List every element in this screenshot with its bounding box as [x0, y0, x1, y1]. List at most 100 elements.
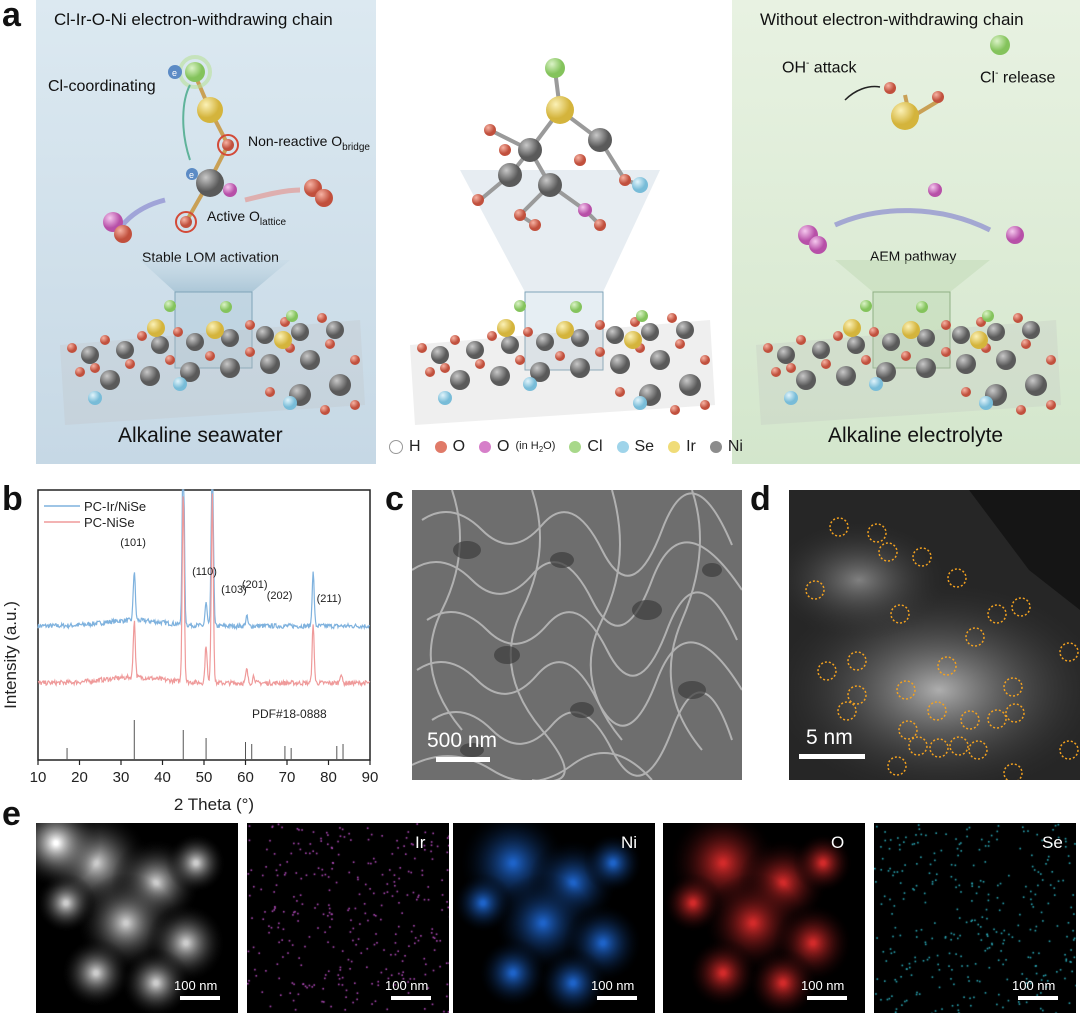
ir-single-atom-marker: [847, 651, 867, 671]
xrd-x-tick-label: 10: [30, 769, 47, 786]
ir-single-atom-marker: [929, 738, 949, 758]
haadf-image: [36, 823, 238, 1013]
element-legend: H O O (in H2O) Cl Se Ir Ni: [381, 438, 743, 456]
ir-single-atom-marker: [1059, 642, 1079, 662]
ir-single-atom-marker: [805, 580, 825, 600]
eds-scale-label: 100 nm: [801, 978, 845, 993]
ir-single-atom-marker: [896, 680, 916, 700]
sem-scale-bar: [436, 757, 490, 762]
eds-scale-bar: [180, 996, 220, 1000]
sem-image: [412, 490, 742, 780]
cyan-sphere-icon: [616, 441, 629, 453]
aem-pathway-label: AEM pathway: [870, 248, 957, 264]
left-chain: e e: [103, 55, 333, 243]
panel-a-left-background: [36, 0, 376, 464]
hrtem-scale-bar: [799, 754, 865, 759]
ir-single-atom-marker: [987, 709, 1007, 729]
legend-label: Ni: [727, 438, 743, 455]
ir-single-atom-marker: [1011, 597, 1031, 617]
ir-single-atom-marker: [1005, 703, 1025, 723]
xrd-series-line: [37, 493, 371, 688]
legend-label: Ir: [686, 438, 696, 455]
eds-map-canvas: [663, 823, 865, 1013]
xrd-peak-label: (202): [267, 590, 293, 602]
sem-scale-label: 500 nm: [427, 729, 498, 752]
eds-map-canvas: [874, 823, 1076, 1013]
alkaline-seawater-label: Alkaline seawater: [118, 424, 283, 447]
ir-single-atom-marker: [867, 523, 887, 543]
xrd-reference-label: PDF#18-0888: [252, 707, 327, 721]
eds-map-ir: [247, 823, 449, 1013]
ir-single-atom-marker: [947, 568, 967, 588]
ir-single-atom-marker: [898, 720, 918, 740]
xrd-x-tick-label: 30: [113, 769, 130, 786]
eds-element-label: Ir: [415, 833, 426, 852]
non-reactive-obridge-label: Non-reactive Obridge: [248, 133, 370, 153]
legend-label: O: [497, 438, 510, 455]
xrd-y-axis-label: Intensity (a.u.): [1, 601, 20, 709]
ir-single-atom-marker: [1003, 677, 1023, 697]
ir-single-atom-marker: [908, 736, 928, 756]
xrd-x-tick-label: 20: [71, 769, 88, 786]
xrd-legend-label: PC-Ir/NiSe: [84, 499, 146, 514]
panel-c-label: c: [385, 480, 404, 518]
nise-slab-left: [60, 300, 365, 425]
ir-single-atom-marker: [847, 685, 867, 705]
eds-scale-label: 100 nm: [591, 978, 635, 993]
xrd-x-tick-label: 60: [237, 769, 254, 786]
eds-map-canvas: [453, 823, 655, 1013]
panel-a-label: a: [2, 0, 21, 34]
eds-element-label: O: [831, 833, 845, 852]
xrd-x-tick-label: 50: [196, 769, 213, 786]
cl-release-label: Cl- release: [980, 68, 1056, 87]
ir-single-atom-marker: [937, 656, 957, 676]
ir-single-atom-marker: [829, 517, 849, 537]
ir-single-atom-marker: [1003, 763, 1023, 780]
eds-scale-label: 100 nm: [174, 978, 218, 993]
legend-label: Se: [634, 438, 655, 455]
svg-text:e: e: [172, 68, 177, 78]
ir-single-atom-marker: [878, 542, 898, 562]
legend-label: Cl: [587, 438, 603, 455]
center-zoom-beam: [460, 170, 660, 292]
xrd-x-tick-label: 40: [154, 769, 171, 786]
eds-map-canvas: [36, 823, 238, 1013]
ir-single-atom-marker: [890, 604, 910, 624]
ir-single-atom-marker: [968, 740, 988, 760]
eds-scale-bar: [391, 996, 431, 1000]
xrd-peak-label: (201): [242, 579, 268, 591]
ir-single-atom-marker: [927, 701, 947, 721]
center-cluster: [472, 58, 648, 231]
ir-single-atom-marker: [912, 547, 932, 567]
eds-scale-label: 100 nm: [385, 978, 429, 993]
ir-single-atom-marker: [949, 736, 969, 756]
xrd-legend-label: PC-NiSe: [84, 515, 135, 530]
ir-single-atom-marker: [837, 701, 857, 721]
hrtem-scale-label: 5 nm: [806, 726, 853, 749]
eds-map-ni: [453, 823, 655, 1013]
eds-scale-label: 100 nm: [1012, 978, 1056, 993]
xrd-x-tick-label: 80: [320, 769, 337, 786]
xrd-peak-label: (211): [317, 593, 342, 605]
xrd-x-axis-label: 2 Theta (°): [174, 795, 254, 814]
cl-coordinating-label: Cl-coordinating: [48, 78, 156, 95]
right-chain: [798, 35, 1024, 254]
xrd-x-tick-label: 90: [362, 769, 379, 786]
active-olattice-label: Active Olattice: [207, 208, 287, 228]
xrd-series-line: [37, 489, 370, 631]
xrd-peak-label: (110): [192, 566, 217, 578]
svg-text:e: e: [189, 170, 194, 180]
yellow-sphere-icon: [668, 441, 681, 453]
salmon-sphere-icon: [434, 441, 447, 453]
xrd-peak-label: (103): [221, 584, 247, 596]
ir-single-atom-marker: [887, 756, 907, 776]
panel-a-left-title: Cl-Ir-O-Ni electron-withdrawing chain: [54, 10, 333, 29]
ir-single-atom-marker: [987, 604, 1007, 624]
legend-suffix: (in H2O): [515, 439, 556, 455]
ir-single-atom-marker: [960, 710, 980, 730]
legend-label: H: [409, 438, 421, 455]
eds-scale-bar: [807, 996, 847, 1000]
eds-map-canvas: [247, 823, 449, 1013]
eds-element-label: Se: [1042, 833, 1063, 852]
panel-b-label: b: [2, 480, 23, 518]
